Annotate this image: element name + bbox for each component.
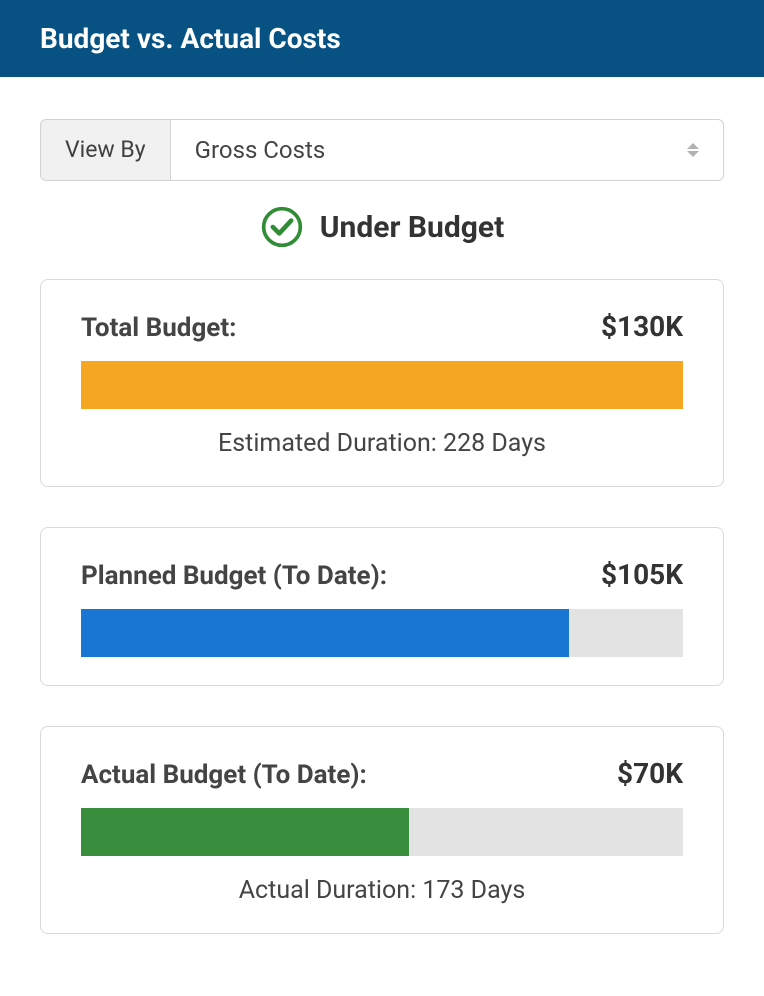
- card-header: Total Budget: $130K: [81, 310, 683, 343]
- total-budget-bar: [81, 361, 683, 409]
- viewby-select[interactable]: Gross Costs: [170, 119, 724, 181]
- status-row: Under Budget: [40, 205, 724, 249]
- page-header: Budget vs. Actual Costs: [0, 0, 764, 77]
- actual-budget-bar: [81, 808, 683, 856]
- actual-budget-card: Actual Budget (To Date): $70K Actual Dur…: [40, 726, 724, 934]
- actual-budget-bar-fill: [81, 808, 409, 856]
- actual-budget-footer: Actual Duration: 173 Days: [81, 876, 683, 905]
- total-budget-value: $130K: [601, 310, 683, 343]
- total-budget-label: Total Budget:: [81, 313, 236, 343]
- select-caret-icon: [687, 143, 699, 157]
- total-budget-card: Total Budget: $130K Estimated Duration: …: [40, 279, 724, 487]
- card-header: Planned Budget (To Date): $105K: [81, 558, 683, 591]
- total-budget-bar-fill: [81, 361, 683, 409]
- viewby-label: View By: [40, 119, 170, 181]
- planned-budget-label: Planned Budget (To Date):: [81, 561, 387, 591]
- checkmark-circle-icon: [260, 205, 304, 249]
- status-text: Under Budget: [320, 210, 504, 245]
- viewby-selected-value: Gross Costs: [195, 136, 326, 164]
- actual-budget-value: $70K: [617, 757, 683, 790]
- planned-budget-bar-fill: [81, 609, 569, 657]
- planned-budget-card: Planned Budget (To Date): $105K: [40, 527, 724, 686]
- page-title: Budget vs. Actual Costs: [40, 22, 724, 55]
- planned-budget-bar: [81, 609, 683, 657]
- content-area: View By Gross Costs Under Budget Total B…: [0, 77, 764, 974]
- planned-budget-value: $105K: [601, 558, 683, 591]
- card-header: Actual Budget (To Date): $70K: [81, 757, 683, 790]
- total-budget-footer: Estimated Duration: 228 Days: [81, 429, 683, 458]
- actual-budget-label: Actual Budget (To Date):: [81, 760, 367, 790]
- viewby-row: View By Gross Costs: [40, 119, 724, 181]
